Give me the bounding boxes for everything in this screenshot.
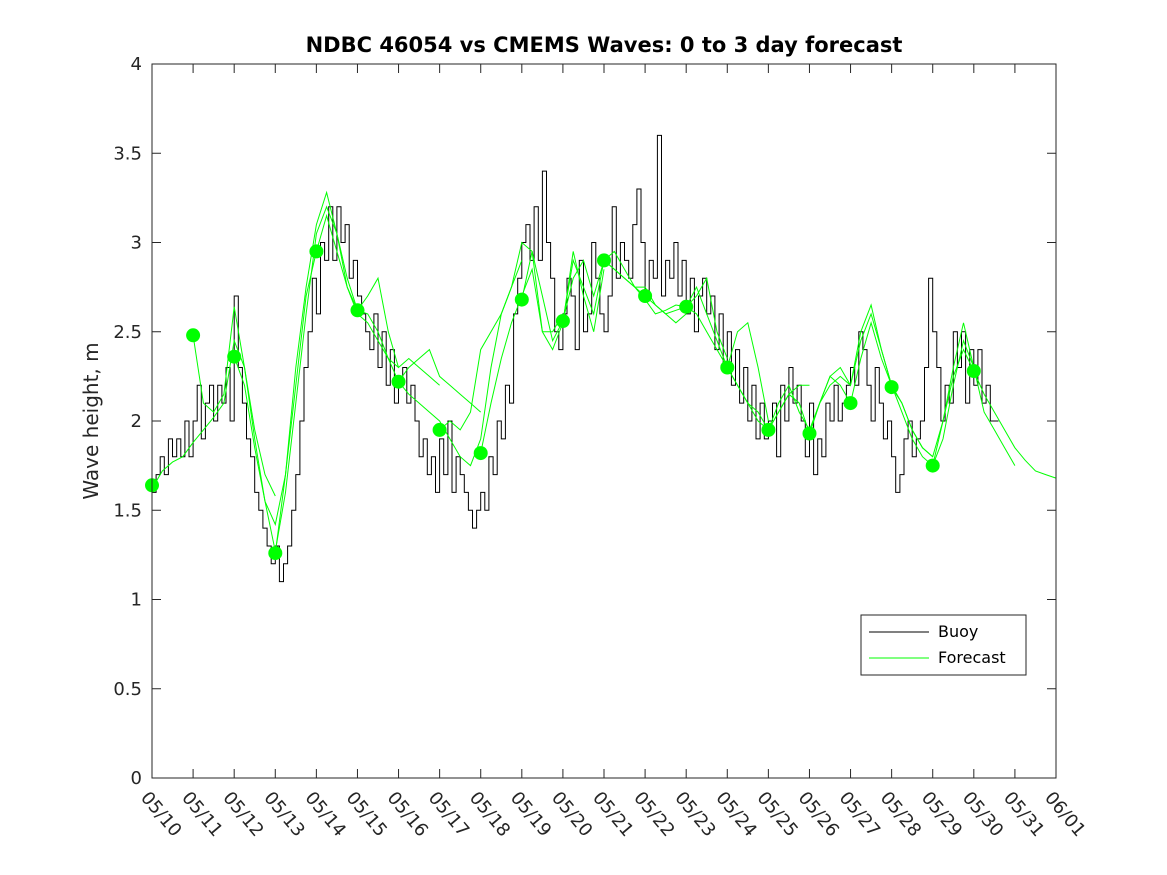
forecast-start-marker	[843, 396, 858, 411]
forecast-line-8	[480, 251, 605, 454]
forecast-start-marker	[884, 380, 899, 395]
buoy-series-layer	[152, 134, 999, 583]
forecast-start-marker	[638, 289, 653, 303]
forecast-line-15	[767, 303, 893, 436]
forecast-line-17	[850, 320, 975, 467]
forecast-start-marker	[555, 314, 570, 328]
chart-title: NDBC 46054 vs CMEMS Waves: 0 to 3 day fo…	[306, 33, 903, 57]
forecast-start-marker	[227, 349, 242, 364]
forecast-line-4	[315, 213, 440, 386]
forecast-line-19	[932, 348, 1057, 479]
forecast-start-markers-layer	[145, 244, 981, 561]
forecast-start-marker	[473, 446, 488, 461]
forecast-start-marker	[186, 328, 201, 343]
forecast-start-marker	[720, 360, 735, 375]
y-tick-label: 1	[131, 590, 142, 611]
forecast-start-marker	[761, 422, 776, 437]
forecast-start-marker	[514, 292, 529, 307]
forecast-start-marker	[391, 374, 406, 389]
legend-box	[860, 614, 1027, 676]
forecast-line-9	[521, 250, 646, 343]
buoy-line	[152, 134, 999, 583]
y-tick-label: 1.5	[113, 500, 142, 521]
forecast-start-marker	[268, 546, 283, 561]
y-axis-label: Wave height, m	[79, 342, 103, 499]
legend: Buoy Forecast	[860, 614, 1027, 676]
forecast-line-1	[192, 251, 317, 527]
forecast-line-3	[274, 190, 399, 554]
forecast-line-0	[151, 338, 276, 497]
forecast-start-marker	[597, 253, 611, 268]
y-tick-label: 2.5	[113, 322, 142, 343]
legend-buoy-label: Buoy	[938, 622, 978, 641]
forecast-line-12	[644, 285, 769, 422]
forecast-start-marker	[802, 426, 817, 441]
y-tick-label: 0	[131, 768, 142, 789]
y-axis: 0 0.5 1 1.5 2 2.5 3 3.5 4	[113, 54, 1056, 789]
y-tick-label: 4	[131, 54, 142, 75]
forecast-start-marker	[432, 422, 447, 437]
forecast-line-18	[891, 322, 1016, 466]
forecast-start-marker	[679, 299, 694, 314]
forecast-start-marker	[925, 458, 940, 473]
y-tick-label: 3.5	[113, 143, 142, 164]
y-tick-label: 0.5	[113, 679, 142, 700]
forecast-line-11	[603, 260, 728, 359]
y-tick-label: 2	[131, 411, 142, 432]
forecast-start-marker	[966, 364, 981, 378]
legend-forecast-label: Forecast	[938, 648, 1006, 667]
forecast-start-marker	[309, 244, 324, 259]
forecast-start-marker	[350, 303, 365, 318]
y-tick-label: 3	[131, 233, 142, 254]
forecast-series-layer	[151, 190, 1057, 554]
forecast-line-5	[357, 309, 482, 413]
